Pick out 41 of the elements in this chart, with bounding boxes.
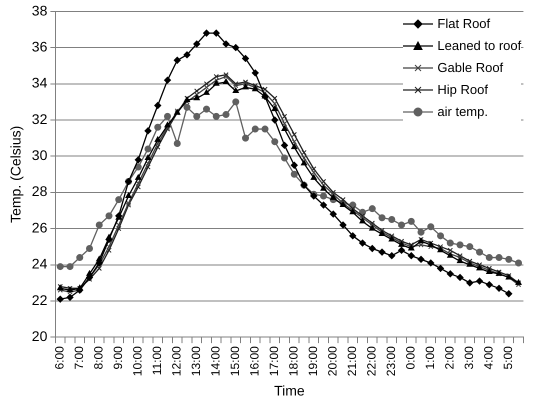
x-tick-label: 3:00 (462, 346, 476, 370)
legend-label: Gable Roof (437, 59, 504, 78)
y-tick-label: 20 (32, 328, 48, 344)
y-axis-title: Temp. (Celsius) (7, 126, 24, 223)
x-tick-label: 20:00 (326, 346, 340, 376)
x-tick-label: 19:00 (306, 346, 320, 376)
x-tick-label: 11:00 (150, 346, 164, 376)
x-tick-label: 6:00 (52, 346, 67, 370)
y-tick-label: 26 (32, 219, 48, 236)
x-tick-label: 23:00 (384, 346, 398, 376)
x-tick-label: 21:00 (345, 346, 360, 376)
x-axis-title: Time (274, 382, 305, 398)
x-tick-label: 15:00 (228, 346, 242, 376)
x-tick-label: 1:00 (423, 346, 438, 370)
y-tick-label: 28 (32, 183, 48, 200)
y-tick-label: 34 (32, 74, 48, 91)
y-tick-label: 32 (32, 110, 48, 127)
x-tick-label: 8:00 (92, 346, 106, 370)
x-tick-label: 0:00 (404, 346, 418, 370)
y-tick-label: 24 (32, 256, 48, 272)
x-tick-label: 18:00 (286, 346, 301, 376)
x-tick-label: 17:00 (267, 346, 282, 376)
y-tick-label: 22 (32, 292, 48, 308)
x-tick-label: 5:00 (501, 346, 516, 370)
x-tick-label: 9:00 (111, 346, 126, 370)
x-tick-label: 4:00 (482, 346, 496, 370)
legend-label: Leaned to roof (437, 37, 522, 56)
x-tick-label: 2:00 (442, 346, 457, 370)
x-tick-label: 12:00 (170, 346, 184, 376)
legend-label: Hip Roof (437, 81, 488, 100)
legend-label: air temp. (437, 103, 488, 122)
x-tick-label: 13:00 (189, 346, 204, 376)
y-tick-label: 38 (32, 2, 48, 18)
legend-label: Flat Roof (437, 15, 490, 34)
y-tick-label: 30 (32, 147, 48, 164)
x-tick-label: 14:00 (208, 346, 223, 376)
x-tick-label: 16:00 (248, 346, 262, 376)
x-tick-label: 10:00 (130, 346, 145, 376)
x-tick-label: 7:00 (72, 346, 86, 370)
x-tick-label: 22:00 (364, 346, 379, 376)
y-tick-label: 36 (32, 38, 48, 54)
